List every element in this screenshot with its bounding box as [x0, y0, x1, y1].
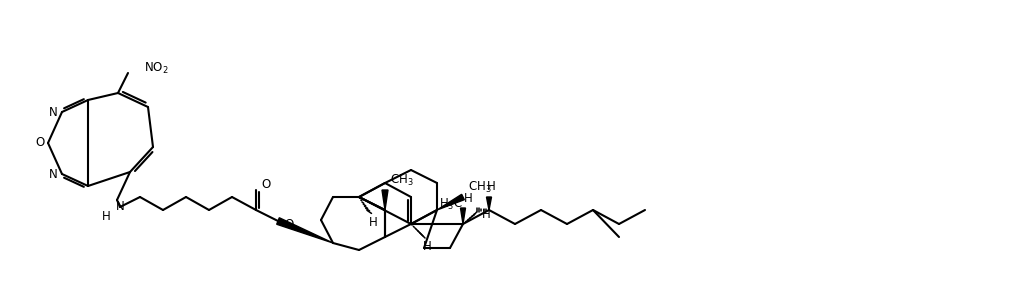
Text: H: H — [369, 216, 377, 230]
Text: O: O — [35, 137, 44, 150]
Text: NO$_2$: NO$_2$ — [144, 61, 168, 75]
Text: O: O — [261, 179, 270, 191]
Text: N: N — [116, 201, 124, 214]
Text: N: N — [48, 106, 58, 119]
Text: O: O — [284, 218, 294, 230]
Polygon shape — [460, 208, 465, 224]
Polygon shape — [276, 218, 333, 243]
Text: H: H — [423, 241, 431, 253]
Text: N: N — [48, 168, 58, 181]
Text: CH$_3$: CH$_3$ — [390, 172, 414, 187]
Text: H: H — [102, 210, 110, 224]
Text: H: H — [482, 208, 490, 222]
Polygon shape — [438, 194, 464, 210]
Polygon shape — [487, 197, 492, 210]
Text: CH$_3$: CH$_3$ — [468, 179, 492, 195]
Polygon shape — [382, 190, 388, 210]
Text: H: H — [463, 191, 472, 205]
Text: H$_3$C: H$_3$C — [439, 196, 463, 212]
Text: H: H — [487, 181, 495, 193]
